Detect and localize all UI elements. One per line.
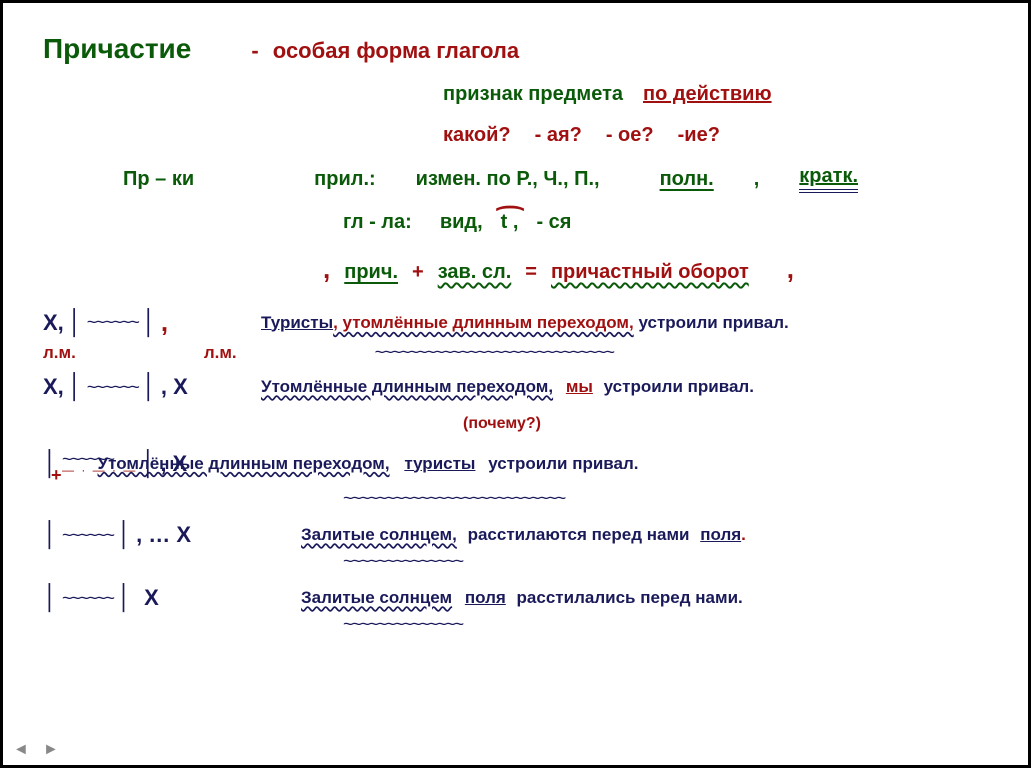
title: Причастие: [43, 33, 191, 65]
header-row: Причастие - особая форма глагола: [43, 33, 988, 65]
schema-1: Х, │ ~~~~~~ │ ,: [43, 307, 253, 338]
ex5-text: Залитые солнцем поля расстилались перед …: [301, 588, 743, 608]
example-1: Х, │ ~~~~~~ │ , Туристы, утомлённые длин…: [43, 307, 988, 338]
example-5: │ ~~~~~~ │ Х Залитые солнцем поля рассти…: [43, 584, 988, 612]
poln: полн.: [660, 168, 714, 191]
schema-2: Х, │ ~~~~~~ │ , Х: [43, 373, 253, 401]
pril-row: Пр – ки прил.: измен. по Р., Ч., П., пол…: [123, 165, 988, 193]
schema-5: │ ~~~~~~ │ Х: [43, 584, 253, 612]
kratk: кратк.: [799, 165, 858, 193]
example-3: │ ~~~~~~ — · — · — │ , Х + Утомлённые дл…: [43, 441, 988, 486]
ex4-text: Залитые солнцем, расстилаются перед нами…: [301, 525, 746, 545]
ex2-text: Утомлённые длинным переходом, мы устроил…: [261, 377, 754, 397]
example-4: │ ~~~~~~ │ , … Х Залитые солнцем, рассти…: [43, 521, 988, 549]
schema-4: │ ~~~~~~ │ , … Х: [43, 521, 253, 549]
lm-row: л.м. л.м. ~~~~~~~~~~~~~~~~~~~~~~~~~~~~: [43, 342, 988, 363]
gl-row: гл - ла: вид, t , - ся: [343, 211, 988, 234]
example-2: Х, │ ~~~~~~ │ , Х Утомлённые длинным пер…: [43, 373, 988, 401]
line3: какой? - ая? - ое? -ие?: [443, 124, 988, 147]
definition: - особая форма глагола: [251, 38, 519, 64]
nav-prev-icon[interactable]: ◄: [13, 741, 29, 759]
ex3-text: Утомлённые длинным переходом, туристы ус…: [98, 454, 639, 474]
ex1-text: Туристы, утомлённые длинным переходом, у…: [261, 313, 789, 333]
nav-next-icon[interactable]: ►: [43, 741, 59, 759]
line2: признак предмета по действию: [443, 83, 988, 106]
why-row: (почему?): [463, 415, 988, 433]
turnover-row: , прич. + зав. сл. = причастный оборот ,: [323, 254, 988, 285]
prki: Пр – ки: [123, 168, 194, 191]
def-text: особая форма глагола: [273, 38, 519, 63]
